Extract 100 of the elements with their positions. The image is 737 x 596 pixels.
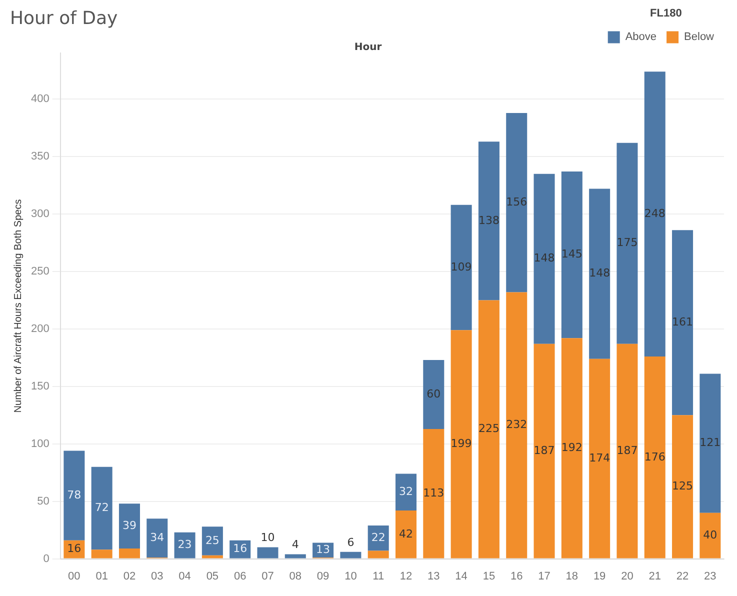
y-tick-label: 150 (30, 380, 50, 392)
data-label: 187 (534, 444, 555, 457)
x-tick-label: 13 (428, 570, 440, 582)
bar (450, 330, 472, 558)
data-label: 176 (644, 450, 666, 464)
bar (146, 518, 168, 558)
data-label: 39 (122, 518, 136, 532)
bar (284, 554, 306, 558)
x-tick-label: 02 (123, 570, 136, 582)
data-label: 192 (561, 441, 582, 454)
bar (616, 344, 638, 558)
y-tick-label: 350 (30, 150, 50, 163)
bar (395, 510, 417, 558)
legend-title: FL180 (650, 8, 682, 20)
y-axis-title: Number of Aircraft Hours Exceeding Both Specs (12, 199, 24, 413)
data-label: 161 (672, 316, 694, 329)
bar (64, 450, 85, 540)
bar (423, 428, 444, 558)
bar (202, 526, 223, 556)
bar (174, 532, 196, 558)
bar (368, 550, 389, 558)
data-label: 22 (371, 530, 386, 544)
bar (506, 112, 528, 292)
data-label: 32 (399, 485, 414, 498)
bar (450, 204, 472, 330)
data-label: 225 (478, 422, 500, 436)
x-tick-label: 18 (566, 570, 578, 582)
data-label: 40 (703, 528, 718, 542)
x-tick-label: 22 (676, 570, 689, 582)
bar (644, 72, 666, 357)
bar (91, 466, 112, 550)
data-label: 4 (292, 538, 299, 552)
x-tick-label: 09 (316, 570, 330, 582)
x-tick-label: 10 (344, 570, 357, 582)
data-label: 248 (644, 206, 666, 220)
x-tick-label: 15 (482, 570, 496, 582)
data-label: 232 (506, 418, 528, 432)
x-tick-label: 08 (289, 570, 302, 582)
data-label: 174 (589, 451, 610, 464)
data-label: 13 (316, 543, 330, 556)
data-label: 156 (506, 195, 528, 208)
data-label: 72 (94, 501, 109, 514)
data-label: 42 (399, 527, 414, 540)
data-label: 78 (67, 488, 82, 502)
data-label: 125 (672, 480, 694, 493)
bar (561, 172, 582, 338)
x-tick-label: 03 (151, 570, 164, 582)
x-tick-label: 12 (400, 570, 412, 582)
legend-label: Below (684, 31, 714, 44)
bar (589, 188, 610, 359)
bar (534, 174, 555, 344)
data-label: 10 (260, 531, 275, 544)
data-label: 148 (589, 266, 610, 280)
x-tick-label: 11 (372, 570, 384, 582)
x-tick-label: 21 (648, 570, 661, 582)
x-tick-label: 20 (621, 570, 634, 582)
data-label: 175 (616, 236, 638, 250)
data-label: 60 (426, 387, 441, 400)
y-tick-label: 100 (30, 438, 50, 450)
data-label: 16 (233, 542, 248, 556)
x-tick-label: 00 (68, 570, 80, 582)
bar (644, 356, 666, 558)
data-label: 23 (178, 538, 192, 552)
y-tick-label: 50 (37, 495, 50, 508)
x-tick-label: 07 (262, 570, 274, 582)
data-label: 187 (616, 444, 638, 457)
bar (616, 142, 638, 344)
chart-title: Hour of Day (10, 8, 118, 29)
x-axis-title: Hour (353, 42, 383, 53)
bar (672, 230, 694, 416)
bar (561, 338, 582, 558)
y-tick-label: 250 (30, 266, 50, 278)
legend-label: Above (625, 31, 657, 44)
bar (423, 360, 444, 429)
data-label: 113 (423, 486, 444, 500)
bar (257, 547, 278, 558)
bar (700, 512, 721, 558)
data-label: 109 (450, 260, 472, 274)
x-tick-label: 06 (234, 570, 246, 582)
data-label: 16 (67, 542, 82, 556)
data-label: 34 (150, 530, 164, 544)
x-tick-label: 05 (206, 570, 219, 582)
data-label: 25 (205, 534, 220, 547)
y-tick-label: 0 (43, 552, 50, 565)
bar (202, 555, 223, 558)
data-label: 6 (347, 536, 354, 549)
bar (368, 525, 389, 551)
x-tick-label: 01 (96, 570, 108, 582)
data-label: 121 (700, 436, 721, 450)
x-tick-label: 16 (510, 570, 523, 582)
y-tick-label: 200 (30, 323, 50, 336)
x-tick-label: 19 (593, 570, 606, 582)
y-tick-label: 300 (30, 208, 50, 220)
bar (395, 474, 417, 511)
bar (91, 550, 112, 558)
bar (700, 374, 721, 513)
bar (589, 358, 610, 558)
x-tick-label: 04 (178, 570, 191, 582)
bar (118, 504, 140, 548)
bar (340, 552, 362, 558)
